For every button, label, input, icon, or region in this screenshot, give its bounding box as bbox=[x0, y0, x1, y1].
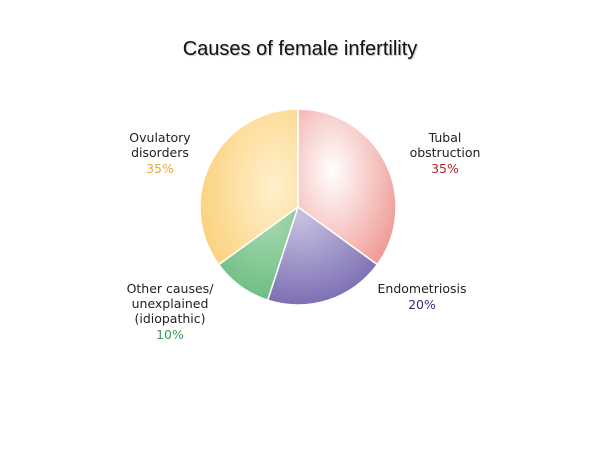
slice-endometriosis bbox=[266, 205, 379, 306]
chart-title: Causes of female infertility bbox=[182, 38, 418, 60]
pct-ovulatory: 35% bbox=[146, 161, 174, 176]
pct-tubal: 35% bbox=[431, 161, 459, 176]
pct-other: 10% bbox=[156, 327, 184, 342]
slice-tubal-obstruction bbox=[297, 108, 397, 266]
pie-slices bbox=[199, 108, 397, 306]
pct-endometriosis: 20% bbox=[408, 297, 436, 312]
label-endometriosis: Endometriosis 20% bbox=[362, 281, 482, 312]
slice-ovulatory-disorders bbox=[199, 108, 299, 266]
label-other-causes: Other causes/ unexplained (idiopathic) 1… bbox=[115, 281, 225, 342]
label-ovulatory-disorders: Ovulatory disorders 35% bbox=[110, 130, 210, 176]
label-tubal-obstruction: Tubal obstruction 35% bbox=[395, 130, 495, 176]
